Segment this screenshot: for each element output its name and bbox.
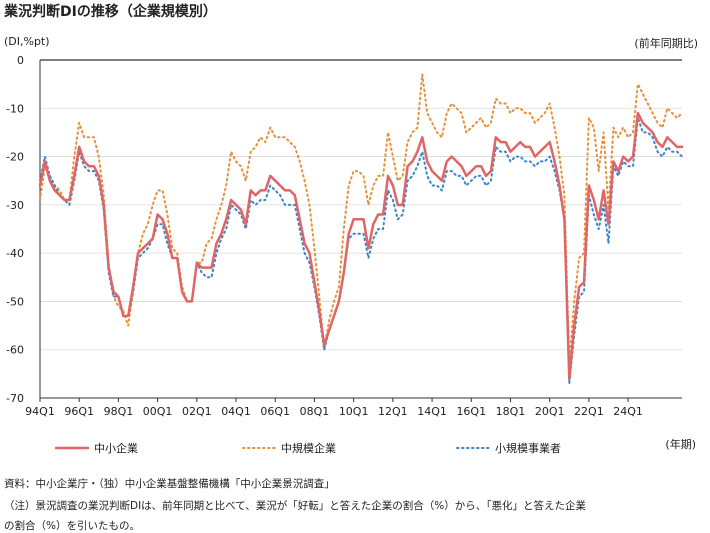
series-lines [38, 73, 684, 385]
y-axis-unit-label: (DI,%pt) [4, 35, 50, 48]
x-tick-label: 12Q1 [378, 405, 408, 418]
x-tick-label: 10Q1 [339, 405, 369, 418]
series-line [39, 73, 683, 366]
y-tick-label: -20 [6, 151, 24, 164]
y-tick-label: 0 [17, 54, 24, 67]
x-tick-label: 00Q1 [143, 405, 173, 418]
source-note: 資料：中小企業庁・（独）中小企業基盤整備機構「中小企業景況調査」 [4, 478, 335, 490]
x-tick-label: 06Q1 [260, 405, 290, 418]
x-tick-label: 08Q1 [300, 405, 330, 418]
footnote-line-1: （注）景況調査の業況判断DIは、前年同期と比べて、業況が「好転」と答えた企業の割… [4, 500, 586, 512]
x-tick-label: 96Q1 [64, 405, 94, 418]
y-tick-label: -60 [6, 344, 24, 357]
x-tick-label: 98Q1 [104, 405, 134, 418]
y-tick-label: -10 [6, 102, 24, 115]
x-tick-label: 22Q1 [574, 405, 604, 418]
chart-title: 業況判断DIの推移（企業規模別） [4, 4, 217, 20]
series-line [38, 111, 684, 380]
legend: 中小企業 中規模企業 小規模事業者 [54, 441, 561, 455]
x-axis-unit-label: (年期) [665, 438, 696, 451]
x-tick-label: 18Q1 [496, 405, 526, 418]
y-axis-ticks: 0 -10 -20 -30 -40 -50 -60 -70 [6, 54, 24, 405]
legend-label: 小規模事業者 [495, 441, 561, 455]
y-tick-label: -50 [6, 295, 24, 308]
x-tick-label: 02Q1 [182, 405, 212, 418]
legend-label: 中規模企業 [281, 441, 336, 455]
footnote-line-2: の割合（%）を引いたもの。 [4, 520, 140, 532]
y-tick-label: -70 [6, 392, 24, 405]
x-tick-label: 94Q1 [25, 405, 55, 418]
x-tick-label: 14Q1 [417, 405, 447, 418]
x-tick-label: 24Q1 [613, 405, 643, 418]
x-axis-ticks: 94Q1 96Q1 98Q1 00Q1 02Q1 04Q1 06Q1 08Q1 10Q1 12Q1… [25, 398, 643, 418]
comparison-basis-label: (前年同期比) [634, 37, 698, 50]
x-tick-label: 20Q1 [535, 405, 565, 418]
x-tick-label: 16Q1 [456, 405, 486, 418]
x-tick-label: 04Q1 [221, 405, 251, 418]
legend-label: 中小企業 [94, 441, 138, 455]
y-tick-label: -40 [6, 247, 24, 260]
y-tick-label: -30 [6, 199, 24, 212]
